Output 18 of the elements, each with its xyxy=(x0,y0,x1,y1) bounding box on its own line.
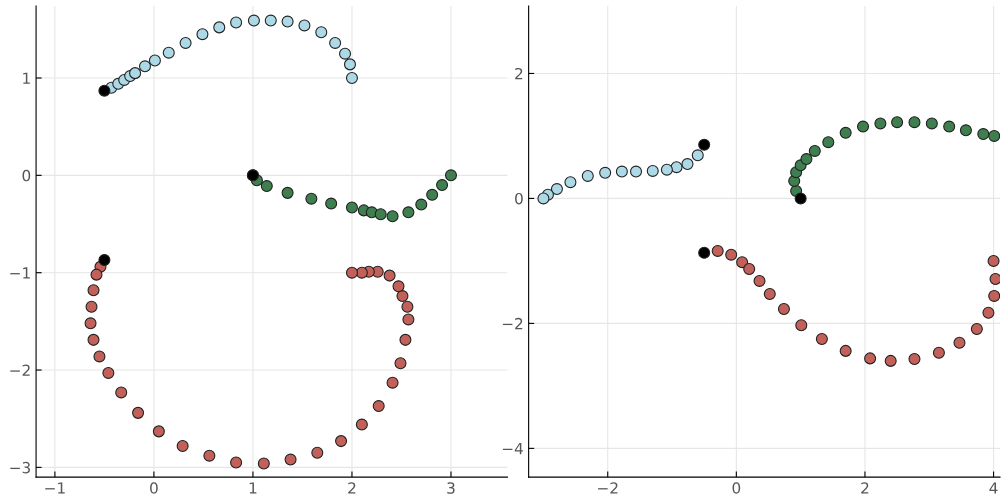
y-tick-label: −2 xyxy=(502,317,523,330)
y-tick-label: −4 xyxy=(502,443,523,455)
x-tick-label: 2 xyxy=(348,482,356,494)
y-tick-label: −1 xyxy=(10,267,30,279)
x-tick-label: 3 xyxy=(447,482,455,494)
x-tick-label: 2 xyxy=(861,482,869,494)
y-tick-label: −3 xyxy=(10,461,30,474)
x-tick-label: 4 xyxy=(989,482,998,494)
y-tick-label: 1 xyxy=(23,72,30,84)
y-tick-label: 2 xyxy=(515,67,523,80)
x-tick-label: 0 xyxy=(150,482,158,494)
x-tick-label: 1 xyxy=(249,482,257,494)
y-tick-label: −2 xyxy=(10,364,30,376)
y-tick-label: 0 xyxy=(515,192,523,205)
x-tick-label: −2 xyxy=(598,482,618,494)
x-tick-label: −1 xyxy=(45,482,65,494)
y-tick-label: 0 xyxy=(22,169,31,182)
x-tick-label: 0 xyxy=(732,482,741,494)
